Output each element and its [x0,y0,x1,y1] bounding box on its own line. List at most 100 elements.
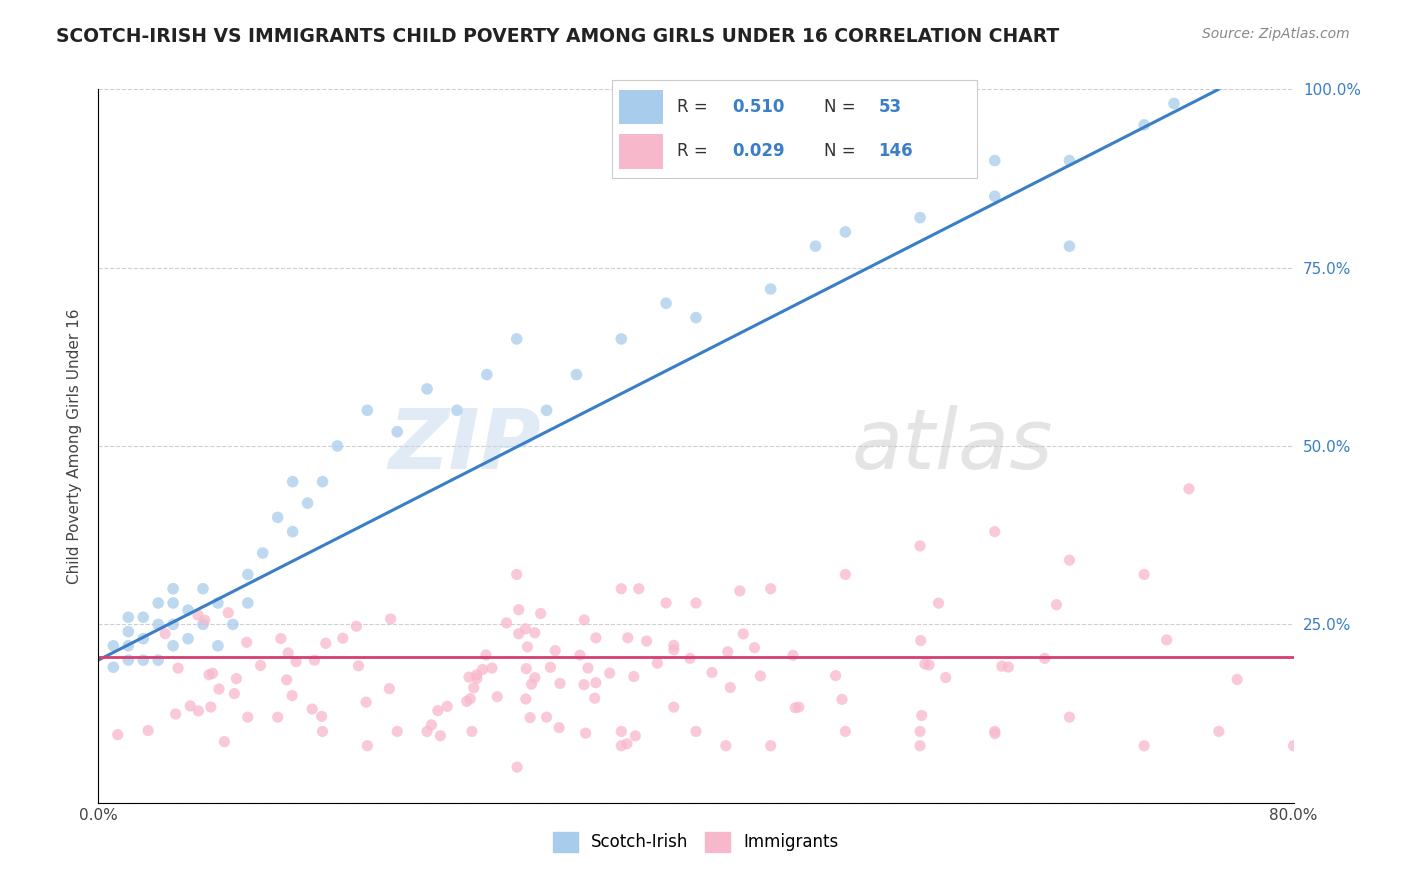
Point [914,657,936,671]
Point [277,646,299,660]
Point [214,734,236,748]
Point [165,707,187,722]
Point [910,633,932,648]
Text: 0.510: 0.510 [733,98,785,116]
Point [458,670,481,684]
Point [267,710,290,724]
Legend: Scotch-Irish, Immigrants: Scotch-Irish, Immigrants [547,825,845,859]
Point [1402,724,1406,739]
Point [520,677,543,691]
Point [132,610,155,624]
Point [599,666,621,681]
Point [583,691,606,706]
Text: 0.029: 0.029 [733,142,785,160]
Point [167,661,190,675]
Point [416,724,439,739]
Y-axis label: Child Poverty Among Girls Under 16: Child Poverty Among Girls Under 16 [67,309,83,583]
Point [354,695,377,709]
Point [326,439,349,453]
Point [918,657,941,672]
Point [207,639,229,653]
Point [733,627,755,641]
Point [908,211,931,225]
Point [728,583,751,598]
Point [516,640,538,654]
Point [759,282,782,296]
Point [759,739,782,753]
Point [515,622,537,636]
Point [749,669,772,683]
Point [700,665,723,680]
Point [153,626,176,640]
Point [249,658,271,673]
Point [1357,739,1379,753]
Point [198,667,221,681]
Point [217,606,239,620]
Point [908,724,931,739]
Point [463,681,485,695]
Point [281,524,304,539]
Point [984,726,1007,740]
Point [718,681,741,695]
Point [685,724,707,739]
Point [804,239,827,253]
Point [1312,539,1334,553]
Point [536,403,558,417]
Point [574,613,596,627]
Text: 53: 53 [879,98,901,116]
Point [679,651,702,665]
Point [984,724,1007,739]
Point [662,639,685,653]
Point [179,698,201,713]
Point [655,596,678,610]
Point [475,648,498,662]
Point [515,692,537,706]
Point [356,739,378,753]
Point [935,671,957,685]
Point [281,475,304,489]
Point [103,660,125,674]
Point [1059,239,1081,253]
Point [267,510,290,524]
Point [585,631,607,645]
Point [297,496,319,510]
Text: R =: R = [678,142,713,160]
Point [136,723,159,738]
Point [1282,739,1305,753]
Point [236,710,259,724]
Point [208,681,231,696]
Point [281,689,304,703]
Point [662,642,685,657]
Point [1045,598,1067,612]
Point [782,648,804,663]
Point [117,610,139,624]
Point [568,648,591,662]
Point [834,724,856,739]
Point [1226,673,1249,687]
Point [461,724,484,739]
Point [1133,118,1156,132]
Point [378,681,401,696]
Point [984,189,1007,203]
Point [148,617,170,632]
Text: N =: N = [824,98,860,116]
Point [475,368,498,382]
Point [191,582,214,596]
Point [222,617,245,632]
Point [1208,724,1230,739]
Point [759,582,782,596]
Point [311,475,333,489]
Point [276,673,298,687]
Point [523,671,546,685]
Point [311,709,333,723]
Point [655,296,678,310]
Text: 146: 146 [879,142,912,160]
Point [304,653,326,667]
Bar [619,134,662,169]
Text: R =: R = [678,98,713,116]
Point [446,403,468,417]
Point [984,524,1007,539]
Point [236,596,259,610]
Point [117,624,139,639]
Text: Source: ZipAtlas.com: Source: ZipAtlas.com [1202,27,1350,41]
